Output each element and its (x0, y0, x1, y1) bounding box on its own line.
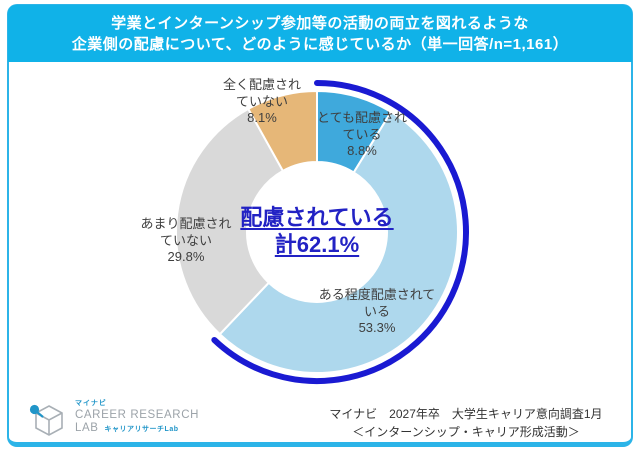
logo-career-research-lab-jp-label: キャリアリサーチLab (104, 426, 179, 433)
label-very-considerate: とても配慮され ている 8.8% (317, 110, 407, 158)
center-callout-label: 配慮されている (240, 205, 394, 230)
survey-source: マイナビ 2027年卒 大学生キャリア意向調査1月 ＜インターンシップ・キャリア… (310, 405, 622, 441)
center-callout: 配慮されている 計62.1% (240, 204, 393, 258)
label-not-very: あまり配慮され ていない 29.8% (140, 216, 232, 264)
donut-chart (175, 80, 469, 384)
label-somewhat-considerate: ある程度配慮されて いる 53.3% (318, 287, 436, 335)
mynavi-cube-icon (29, 404, 63, 436)
title-line-2: 企業側の配慮について、どのように感じているか（単一回答/n=1,161） (71, 36, 569, 53)
survey-source-line-2: ＜インターンシップ・キャリア形成活動＞ (352, 425, 580, 439)
logo-career-research-label: CAREER RESEARCH (75, 409, 200, 421)
logo-lab-label: LAB (75, 422, 99, 434)
survey-source-line-1: マイナビ 2027年卒 大学生キャリア意向調査1月 (329, 407, 603, 421)
label-not-at-all: 全く配慮され ていない 8.1% (222, 77, 302, 125)
logo-text-block: マイナビ CAREER RESEARCH LAB キャリアリサーチLab (75, 399, 199, 435)
title-banner: 学業とインターンシップ参加等の活動の両立を図れるような 企業側の配慮について、ど… (8, 5, 632, 62)
title-line-1: 学業とインターンシップ参加等の活動の両立を図れるような (111, 15, 529, 32)
center-callout-total: 計62.1% (274, 232, 360, 257)
logo-mynavi-label: マイナビ (75, 400, 107, 407)
career-research-lab-logo: マイナビ CAREER RESEARCH LAB キャリアリサーチLab (28, 399, 199, 441)
